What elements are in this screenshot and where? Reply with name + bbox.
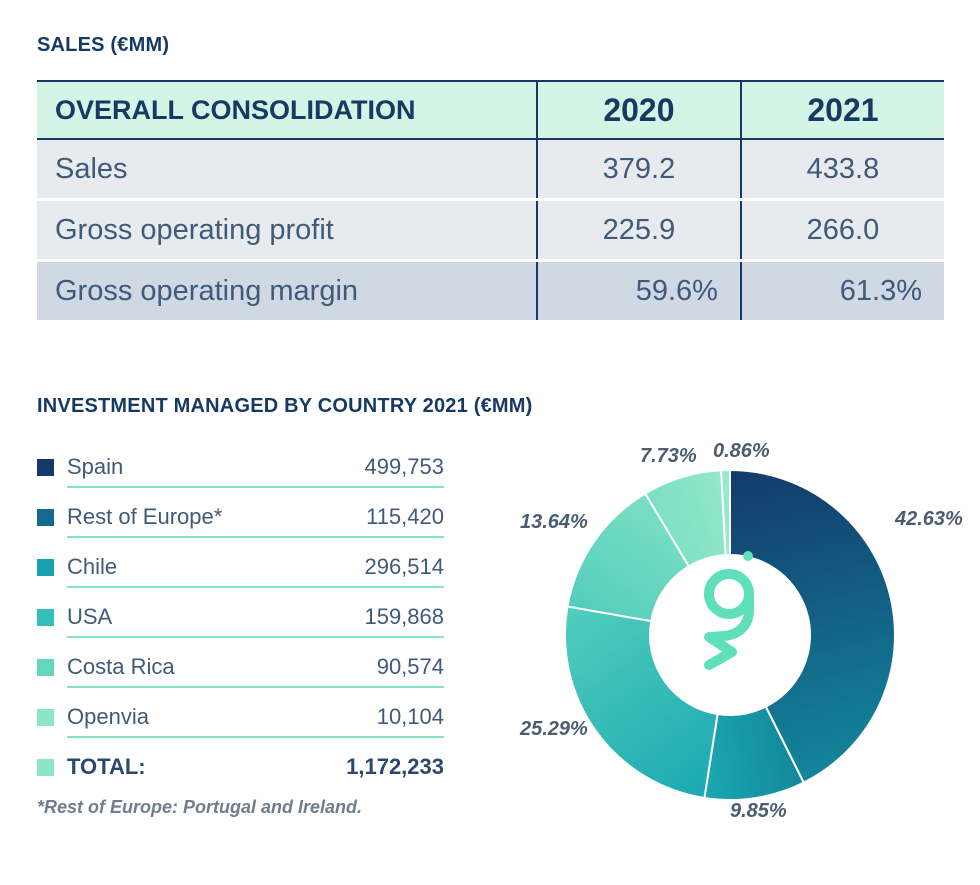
table-row: Sales 379.2 433.8 — [37, 139, 944, 200]
legend-name: Chile — [67, 554, 118, 579]
table-row: Gross operating profit 225.9 266.0 — [37, 198, 944, 261]
row-value-2021: 433.8 — [739, 139, 944, 200]
legend-swatch — [37, 709, 54, 726]
footnote: *Rest of Europe: Portugal and Ireland. — [37, 797, 363, 817]
donut-slice-label: 13.64% — [520, 511, 588, 533]
row-label: Sales — [37, 139, 537, 200]
row-label: Gross operating margin — [37, 259, 537, 320]
brand-logo-icon — [704, 551, 754, 670]
sales-header-row: OVERALL CONSOLIDATION 2020 2021 — [37, 81, 944, 140]
row-value-2020: 225.9 — [535, 198, 741, 261]
legend-item: USA 159,868 — [37, 592, 444, 642]
legend-name: Spain — [67, 454, 124, 479]
legend-swatch — [37, 609, 54, 626]
legend-swatch — [37, 759, 54, 776]
donut-slice-label: 42.63% — [894, 508, 963, 530]
legend-divider — [67, 486, 444, 488]
legend-swatch — [37, 459, 54, 476]
row-value-2020: 379.2 — [535, 139, 741, 200]
legend-name: Openvia — [67, 704, 149, 729]
header-2021: 2021 — [739, 81, 944, 140]
legend-item: Chile 296,514 — [37, 542, 444, 592]
table-row: Gross operating margin 59.6% 61.3% — [37, 259, 944, 320]
row-value-2020: 59.6% — [535, 259, 741, 320]
legend-name: Costa Rica — [67, 654, 175, 679]
legend-divider — [67, 636, 444, 638]
donut-slice-label: 9.85% — [730, 800, 787, 822]
legend-total-value: 1,172,233 — [346, 754, 444, 779]
row-value-2021: 61.3% — [739, 259, 944, 320]
sales-table: OVERALL CONSOLIDATION 2020 2021 Sales 37… — [37, 80, 944, 320]
legend-value: 499,753 — [364, 454, 444, 479]
donut-slice-openvia — [720, 468, 731, 557]
legend-name: USA — [67, 604, 113, 629]
legend-divider — [67, 586, 444, 588]
legend-item: Costa Rica 90,574 — [37, 642, 444, 692]
legend-swatch — [37, 559, 54, 576]
donut-slice-spain — [729, 468, 896, 784]
header-2020: 2020 — [535, 81, 741, 140]
legend-divider — [67, 686, 444, 688]
donut-slice-label: 7.73% — [640, 445, 697, 467]
legend-value: 10,104 — [376, 704, 444, 729]
investment-title: INVESTMENT MANAGED BY COUNTRY 2021 (€MM) — [37, 395, 533, 417]
legend-divider — [67, 536, 444, 538]
legend-item: Spain 499,753 — [37, 442, 444, 492]
row-value-2021: 266.0 — [739, 198, 944, 261]
legend-swatch — [37, 659, 54, 676]
legend-value: 90,574 — [376, 654, 444, 679]
legend-total-label: TOTAL: — [67, 754, 146, 779]
legend-swatch — [37, 509, 54, 526]
legend-value: 115,420 — [366, 504, 444, 529]
legend-total: TOTAL: 1,172,233 — [37, 742, 444, 792]
legend-value: 159,868 — [364, 604, 444, 629]
donut-chart: 42.63% 9.85% 25.29% 13.64% 7.73% 0.86% — [519, 440, 963, 822]
legend-item: Rest of Europe* 115,420 — [37, 492, 444, 542]
legend-name: Rest of Europe* — [67, 504, 223, 529]
header-label: OVERALL CONSOLIDATION — [37, 81, 537, 140]
donut-slice-label: 25.29% — [519, 718, 588, 740]
donut-slice-chile — [564, 605, 719, 800]
legend-value: 296,514 — [364, 554, 444, 579]
sales-title: SALES (€MM) — [37, 34, 170, 56]
investment-legend: Spain 499,753 Rest of Europe* 115,420 Ch… — [37, 442, 444, 792]
legend-item: Openvia 10,104 — [37, 692, 444, 742]
legend-divider — [67, 736, 444, 738]
donut-slice-label: 0.86% — [713, 440, 770, 462]
row-label: Gross operating profit — [37, 198, 537, 261]
